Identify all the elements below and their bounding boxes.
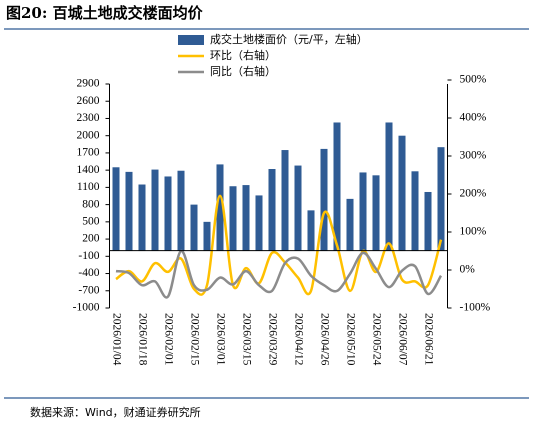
y2-tick-label: 400% (460, 112, 487, 124)
line (115, 249, 443, 299)
x-tick-label: 2026/02/01 (162, 313, 174, 366)
bar (112, 167, 120, 251)
source-note: 数据来源：Wind，财通证券研究所 (30, 405, 201, 419)
x-tick-label: 2026/04/12 (292, 313, 304, 366)
bar (320, 148, 328, 251)
x-tick-label: 2026/05/10 (344, 313, 356, 366)
y-tick-label: 500 (82, 215, 100, 227)
x-tick-label: 2026/01/04 (110, 313, 122, 366)
y-tick-label: 2000 (77, 129, 100, 141)
bar (242, 185, 250, 251)
y-tick-label: 1700 (77, 147, 100, 159)
bar (216, 164, 224, 251)
bar (177, 170, 185, 251)
bar (424, 191, 432, 251)
legend-swatch (178, 35, 204, 45)
line (115, 194, 443, 296)
legend-label: 成交土地楼面价（元/平，左轴） (210, 32, 368, 46)
x-tick-label: 2026/02/15 (188, 313, 200, 366)
legend-label: 环比（右轴） (210, 48, 276, 62)
bar (151, 169, 159, 251)
y-tick-label: 2600 (77, 95, 100, 107)
y2-tick-label: 200% (460, 188, 487, 200)
x-tick-label: 2026/06/07 (396, 313, 408, 366)
x-tick-label: 2026/03/01 (214, 313, 226, 366)
bar (359, 172, 367, 251)
bar (294, 165, 302, 251)
bar (372, 175, 380, 251)
bar (411, 171, 419, 251)
bar (190, 204, 198, 251)
bar (229, 186, 237, 251)
bar (385, 122, 393, 251)
x-tick-label: 2026/01/18 (136, 313, 148, 366)
y-tick-label: -100 (78, 250, 99, 262)
bar (281, 150, 289, 251)
legend-label: 同比（右轴） (210, 64, 276, 78)
x-tick-label: 2026/03/15 (240, 313, 252, 366)
x-tick-label: 2026/05/24 (370, 313, 382, 366)
bar (333, 122, 341, 251)
bar (255, 195, 263, 251)
bar (398, 135, 406, 251)
y2-tick-label: -100% (460, 302, 491, 314)
y-tick-label: 1400 (77, 164, 100, 176)
bar (138, 184, 146, 251)
bar (346, 198, 354, 251)
y-tick-label: 800 (82, 198, 100, 210)
bar (268, 169, 276, 251)
bar (307, 210, 315, 251)
y-tick-label: 2300 (77, 112, 100, 124)
bar (203, 221, 211, 251)
y2-tick-label: 100% (460, 226, 487, 238)
y-tick-label: -400 (78, 267, 99, 279)
x-tick-label: 2026/03/29 (266, 313, 278, 366)
y-tick-label: -700 (78, 284, 99, 296)
x-tick-label: 2026/04/26 (318, 313, 330, 366)
chart-title: 图20: 百城土地成交楼面均价 (6, 4, 204, 22)
bar (125, 171, 133, 251)
y2-tick-label: 500% (460, 74, 487, 86)
y-tick-label: 200 (82, 233, 100, 245)
bar (437, 147, 445, 251)
x-tick-label: 2026/06/21 (422, 313, 434, 366)
bar (164, 176, 172, 251)
y2-tick-label: 0% (460, 264, 476, 276)
y-tick-label: 1100 (77, 181, 100, 193)
y-tick-label: -1000 (73, 302, 100, 314)
y-tick-label: 2900 (77, 78, 100, 90)
y2-tick-label: 300% (460, 150, 487, 162)
